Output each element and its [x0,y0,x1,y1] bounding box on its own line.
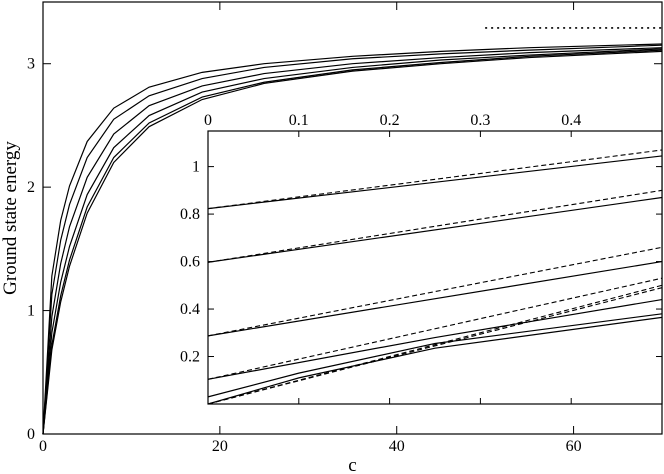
inset-x-tick-label-4: 0.4 [561,112,581,129]
main-x-tick-label-2: 40 [389,438,405,455]
main-series-line-5 [42,50,663,435]
main-series-line-0 [42,43,663,435]
main-x-axis-title: c [348,455,356,474]
main-x-tick-label-1: 20 [212,438,228,455]
inset-y-tick-label-0: 0.2 [180,349,200,366]
inset-series-line-1 [207,149,663,210]
inset-series-line-7 [207,277,663,380]
inset-background [208,131,662,404]
inset-series-line-2 [207,196,663,263]
main-y-tick-label-1: 1 [27,303,35,320]
inset-y-tick-label-1: 0.4 [180,301,200,318]
main-y-axis-title: Ground state energy [0,141,21,295]
inset-y-tick-label-3: 0.8 [180,206,200,223]
main-x-tick-label-3: 60 [566,438,582,455]
inset-series-line-3 [207,189,663,263]
main-y-tick-label-2: 2 [27,179,35,196]
inset-frame [207,130,663,405]
inset-series-line-10 [207,284,663,405]
inset-x-tick-label-1: 0.1 [289,112,309,129]
inset-series-line-11 [207,287,663,405]
main-series-line-2 [42,47,663,435]
main-y-tick-label-0: 0 [27,426,35,443]
inset-series-line-0 [207,155,663,210]
main-y-tick-label-3: 3 [27,56,35,73]
inset-y-tick-label-2: 0.6 [180,254,200,271]
inset-series-line-4 [207,260,663,337]
main-x-tick-label-0: 0 [39,438,47,455]
inset-x-tick-label-2: 0.2 [380,112,400,129]
inset-series-line-8 [207,313,663,398]
inset-y-tick-label-4: 1 [192,159,200,176]
inset-series-line-5 [207,246,663,337]
inset-x-tick-label-3: 0.3 [470,112,490,129]
inset-x-tick-label-0: 0 [204,112,212,129]
main-series-line-1 [42,44,663,435]
main-series-line-3 [42,48,663,435]
main-series-line-4 [42,49,663,435]
inset-chart: 0 0.1 0.2 0.3 0.4 0.2 0.4 0.6 0.8 1 [180,112,663,405]
inset-series-line-6 [207,298,663,380]
